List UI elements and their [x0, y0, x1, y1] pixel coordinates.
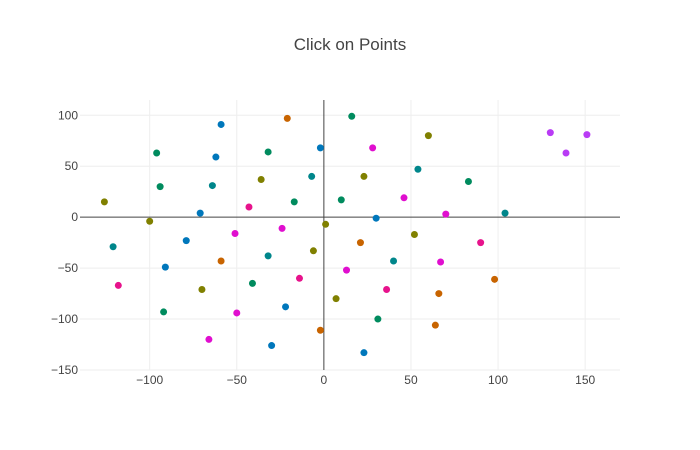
zero-lines [80, 100, 620, 370]
scatter-point[interactable] [316, 326, 324, 334]
x-tick-label: 100 [488, 373, 508, 387]
scatter-point[interactable] [205, 335, 213, 343]
scatter-point[interactable] [410, 230, 418, 238]
scatter-point[interactable] [290, 198, 298, 206]
scatter-point[interactable] [356, 239, 364, 247]
scatter-point[interactable] [109, 243, 117, 251]
x-tick-label: 150 [575, 373, 595, 387]
scatter-point[interactable] [562, 149, 570, 157]
scatter-point[interactable] [248, 279, 256, 287]
x-axis-ticks: −100 −50 0 50 100 150 [136, 373, 595, 387]
x-tick-label: 0 [321, 373, 328, 387]
scatter-point[interactable] [343, 266, 351, 274]
scatter-point[interactable] [100, 198, 108, 206]
scatter-point[interactable] [400, 194, 408, 202]
scatter-point[interactable] [435, 290, 443, 298]
scatter-point[interactable] [360, 349, 368, 357]
scatter-point[interactable] [390, 257, 398, 265]
scatter-point[interactable] [295, 274, 303, 282]
scatter-point[interactable] [332, 295, 340, 303]
scatter-point[interactable] [182, 237, 190, 245]
scatter-point[interactable] [308, 172, 316, 180]
scatter-point[interactable] [322, 220, 330, 228]
scatter-point[interactable] [374, 315, 382, 323]
scatter-point[interactable] [160, 308, 168, 316]
scatter-point[interactable] [309, 247, 317, 255]
scatter-point[interactable] [233, 309, 241, 317]
y-tick-label: −50 [58, 261, 79, 275]
scatter-point[interactable] [196, 209, 204, 217]
y-tick-label: 50 [65, 159, 79, 173]
scatter-point[interactable] [383, 286, 391, 294]
scatter-point[interactable] [583, 131, 591, 139]
scatter-point[interactable] [245, 203, 253, 211]
x-tick-label: −100 [136, 373, 163, 387]
scatter-point[interactable] [208, 182, 216, 190]
scatter-point[interactable] [156, 183, 164, 191]
scatter-point[interactable] [337, 196, 345, 204]
x-tick-label: 50 [404, 373, 418, 387]
scatter-point[interactable] [153, 149, 161, 157]
scatter-point[interactable] [477, 239, 485, 247]
scatter-point[interactable] [161, 263, 169, 271]
scatter-point[interactable] [268, 342, 276, 350]
scatter-point[interactable] [257, 175, 265, 183]
scatter-point[interactable] [414, 165, 422, 173]
scatter-point[interactable] [264, 252, 272, 260]
scatter-point[interactable] [278, 224, 286, 232]
scatter-point[interactable] [217, 120, 225, 128]
chart-title: Click on Points [294, 35, 406, 54]
y-tick-label: 0 [71, 210, 78, 224]
y-tick-label: −150 [51, 363, 78, 377]
scatter-point[interactable] [501, 209, 509, 217]
scatter-point[interactable] [348, 112, 356, 120]
scatter-point[interactable] [424, 132, 432, 140]
y-axis-ticks: −150 −100 −50 0 50 100 [51, 108, 78, 377]
scatter-point[interactable] [198, 286, 206, 294]
scatter-point[interactable] [360, 172, 368, 180]
scatter-point[interactable] [283, 114, 291, 122]
scatter-point[interactable] [264, 148, 272, 156]
scatter-point[interactable] [431, 321, 439, 329]
y-tick-label: −100 [51, 312, 78, 326]
x-tick-label: −50 [227, 373, 248, 387]
scatter-point[interactable] [546, 129, 554, 137]
scatter-point[interactable] [491, 275, 499, 283]
scatter-point[interactable] [212, 153, 220, 161]
scatter-point[interactable] [282, 303, 290, 311]
y-tick-label: 100 [58, 108, 78, 122]
scatter-point[interactable] [372, 214, 380, 222]
scatter-point[interactable] [231, 229, 239, 237]
scatter-point[interactable] [442, 210, 450, 218]
data-points[interactable] [100, 112, 591, 357]
scatter-point[interactable] [369, 144, 377, 152]
scatter-point[interactable] [437, 258, 445, 266]
scatter-point[interactable] [146, 217, 154, 225]
scatter-point[interactable] [316, 144, 324, 152]
scatter-point[interactable] [114, 281, 122, 289]
scatter-point[interactable] [217, 257, 225, 265]
scatter-point[interactable] [464, 178, 472, 186]
